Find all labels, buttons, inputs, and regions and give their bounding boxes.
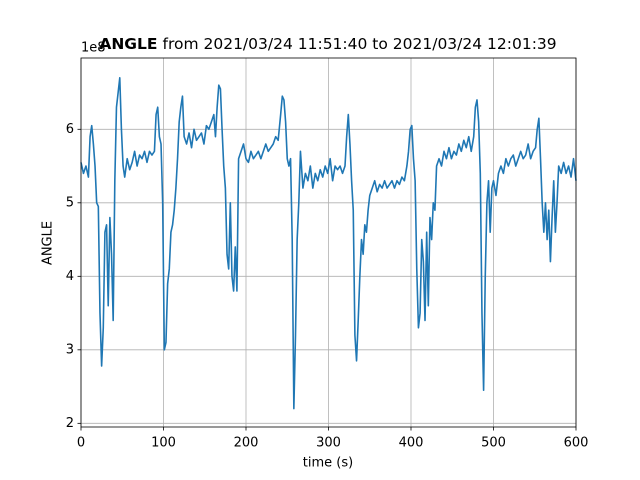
x-tick-label: 300 [316, 436, 341, 451]
title-rest: from 2021/03/24 11:51:40 to 2021/03/24 1… [162, 35, 556, 53]
y-tick-label: 2 [66, 416, 74, 431]
x-tick-label: 200 [234, 436, 259, 451]
title-bold: ANGLE [99, 35, 157, 53]
plot [80, 77, 577, 410]
y-tick-label: 6 [66, 122, 74, 137]
chart-title: ANGLE from 2021/03/24 11:51:40 to 2021/03… [99, 35, 556, 53]
y-tick-label: 3 [66, 342, 74, 357]
y-axis-label: ANGLE [41, 221, 56, 265]
x-tick-label: 400 [399, 436, 424, 451]
x-tick-label: 0 [77, 436, 85, 451]
x-tick-label: 100 [151, 436, 176, 451]
x-axis-label: time (s) [303, 456, 353, 471]
y-tick-label: 5 [66, 195, 74, 210]
x-tick-label: 500 [481, 436, 506, 451]
x-tick-label: 600 [564, 436, 589, 451]
y-tick-label: 4 [66, 269, 74, 284]
grid [80, 58, 577, 427]
offset-text: 1e8 [81, 41, 106, 56]
data-line [80, 77, 577, 410]
